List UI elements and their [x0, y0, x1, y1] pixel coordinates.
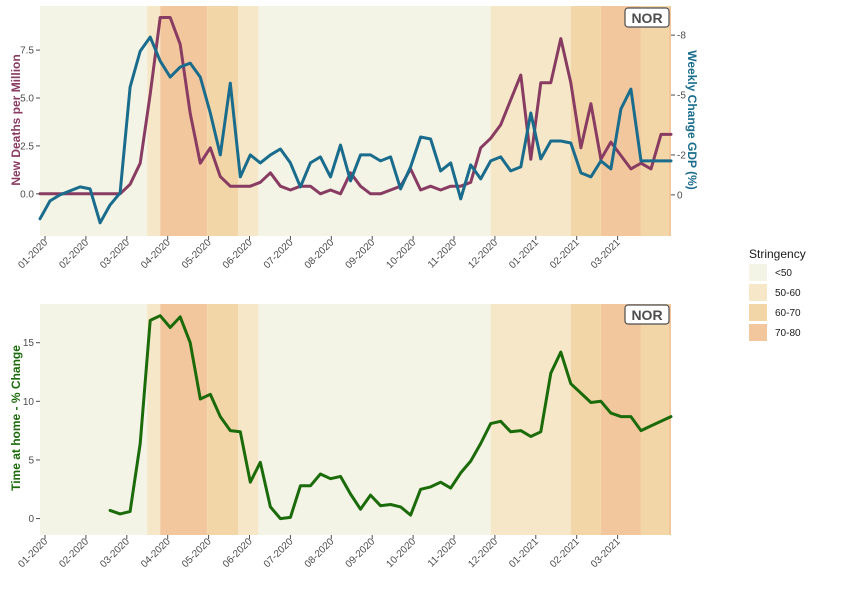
- country-label-bottom: NOR: [624, 304, 670, 325]
- stringency-band: [147, 6, 161, 236]
- x-tick-label: 03-2021: [589, 237, 623, 271]
- stringency-band: [147, 304, 161, 535]
- left-axis-title-top: New Deaths per Million: [9, 54, 23, 185]
- panel-time-at-home: 0 5 10 15 01-2020 02-2020 03-2020 04-2020 05-20…: [9, 304, 673, 570]
- x-tick-label: 10-2020: [384, 536, 418, 570]
- x-tick-label: 10-2020: [384, 237, 418, 271]
- x-tick-label: 05-2020: [180, 536, 214, 570]
- series-line-time-at-home-change: [108, 314, 673, 521]
- legend-swatch: [749, 304, 767, 321]
- x-tick-label: 03-2021: [589, 536, 623, 570]
- y-tick-label: 2.5: [20, 141, 34, 152]
- stringency-band: [160, 6, 208, 236]
- series-line-weekly-change-gdp: [38, 35, 673, 225]
- y-tick-label: 0: [28, 514, 34, 525]
- x-tick-label: 07-2020: [262, 237, 296, 271]
- stringency-band: [640, 6, 669, 236]
- x-tick-label: 01-2021: [507, 536, 541, 570]
- legend-swatch: [749, 264, 767, 281]
- x-axis-ticks-top: 01-2020 02-2020 03-2020 04-2020 05-2020 06-20…: [16, 236, 623, 271]
- legend-label: 60-70: [775, 308, 801, 319]
- legend-swatch: [749, 284, 767, 301]
- x-tick-label: 06-2020: [221, 536, 255, 570]
- y-tick-label: 10: [23, 397, 35, 408]
- stringency-band: [40, 304, 148, 535]
- x-axis-ticks-bottom: 01-2020 02-2020 03-2020 04-2020 05-2020 06-20…: [16, 535, 623, 570]
- x-tick-label: 11-2020: [426, 536, 460, 570]
- x-tick-label: 02-2020: [57, 237, 91, 271]
- legend-label: <50: [775, 268, 792, 279]
- y2-tick-label: -2: [677, 150, 686, 161]
- stringency-band: [668, 304, 671, 535]
- y-tick-label: 7.5: [20, 46, 34, 57]
- stringency-band: [668, 6, 671, 236]
- x-tick-label: 01-2020: [16, 237, 50, 271]
- right-axis-title-top: Weekly Change GDP (%): [685, 50, 699, 190]
- y2-tick-label: 0: [677, 190, 683, 201]
- legend-title: Stringency: [749, 247, 806, 261]
- left-axis-ticks-bottom: 0 5 10 15: [23, 338, 40, 525]
- stringency-band: [160, 304, 208, 535]
- x-tick-label: 09-2020: [344, 536, 378, 570]
- y-tick-label: 0.0: [20, 189, 34, 200]
- x-tick-label: 04-2020: [139, 237, 173, 271]
- x-tick-label: 07-2020: [262, 536, 296, 570]
- stringency-band: [258, 6, 491, 236]
- x-tick-label: 05-2020: [180, 237, 214, 271]
- legend-label: 70-80: [775, 328, 801, 339]
- stringency-band: [490, 304, 571, 535]
- stringency-band: [570, 304, 601, 535]
- country-label-text: NOR: [631, 307, 662, 323]
- x-tick-label: 06-2020: [221, 237, 255, 271]
- series-lines-bottom: [108, 314, 673, 521]
- country-label-box: [624, 304, 670, 325]
- y-tick-label: 5.0: [20, 94, 34, 105]
- right-axis-ticks-top: 0 -2 -5 -8: [671, 31, 686, 201]
- x-tick-label: 11-2020: [426, 237, 460, 271]
- panel-deaths-gdp: 0.02.55.07.5 0-2-5-8 01-2020 02-2020 03-20…: [9, 6, 699, 271]
- x-tick-label: 01-2021: [507, 237, 541, 271]
- y-tick-label: 5: [28, 455, 34, 466]
- stringency-legend: Stringency <50 50-60 60-70 70-80: [749, 247, 806, 341]
- country-label-top: NOR: [624, 7, 670, 28]
- stringency-band: [600, 304, 641, 535]
- stringency-bands-top: [40, 6, 671, 236]
- x-tick-label: 02-2020: [57, 536, 91, 570]
- legend-swatch: [749, 324, 767, 341]
- series-lines-top: [38, 16, 673, 225]
- x-tick-label: 08-2020: [303, 536, 337, 570]
- x-tick-label: 12-2020: [466, 536, 500, 570]
- legend-items: <50 50-60 60-70 70-80: [749, 264, 801, 341]
- series-line-new-deaths-per-million: [38, 16, 673, 196]
- x-tick-label: 02-2021: [548, 237, 582, 271]
- country-label-text: NOR: [631, 10, 662, 26]
- x-tick-label: 09-2020: [344, 237, 378, 271]
- left-axis-ticks-top: 0.0 2.5 5.0 7.5: [20, 46, 40, 200]
- left-axis-title-bottom: Time at home - % Change: [9, 345, 23, 491]
- y-tick-label: 15: [23, 338, 35, 349]
- y2-tick-label: -8: [677, 31, 686, 42]
- legend-label: 50-60: [775, 288, 801, 299]
- stringency-band: [238, 6, 259, 236]
- x-tick-label: 01-2020: [16, 536, 50, 570]
- x-tick-label: 08-2020: [303, 237, 337, 271]
- x-tick-label: 02-2021: [548, 536, 582, 570]
- x-tick-label: 03-2020: [98, 237, 132, 271]
- y2-tick-label: -5: [677, 91, 686, 102]
- country-label-box: [624, 7, 670, 28]
- x-tick-label: 12-2020: [466, 237, 500, 271]
- stringency-band: [238, 304, 259, 535]
- x-tick-label: 04-2020: [139, 536, 173, 570]
- x-tick-label: 03-2020: [98, 536, 132, 570]
